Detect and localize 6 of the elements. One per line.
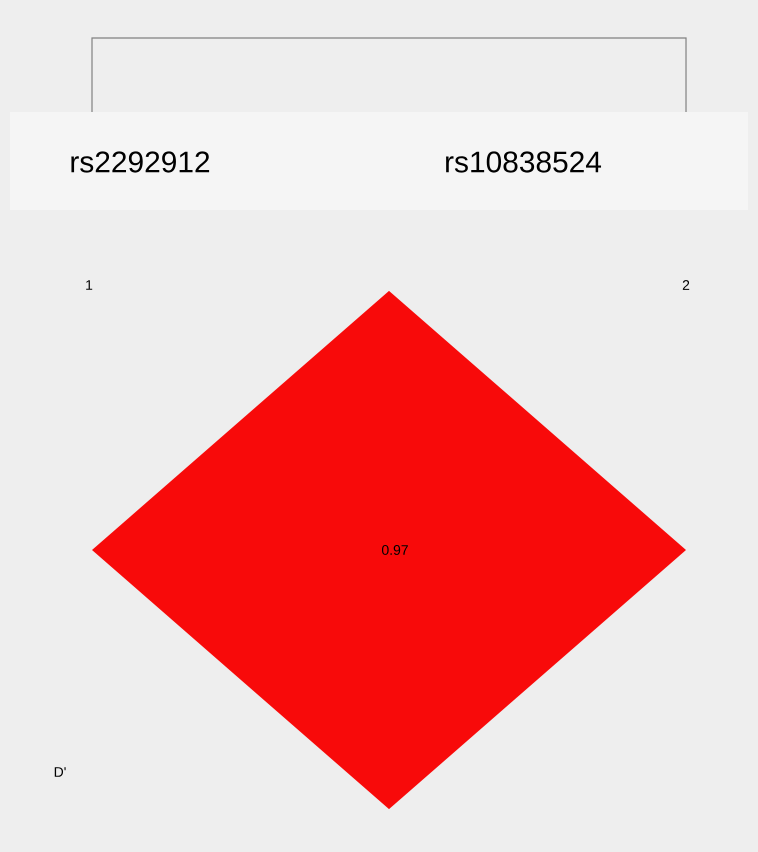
text: rs2292912 xyxy=(71,151,210,173)
text: D' xyxy=(54,767,66,777)
data-label: 0.97 xyxy=(382,545,408,555)
text: 2 xyxy=(682,280,690,290)
text: rs10838524 xyxy=(446,151,602,173)
text: 1 xyxy=(86,280,92,290)
